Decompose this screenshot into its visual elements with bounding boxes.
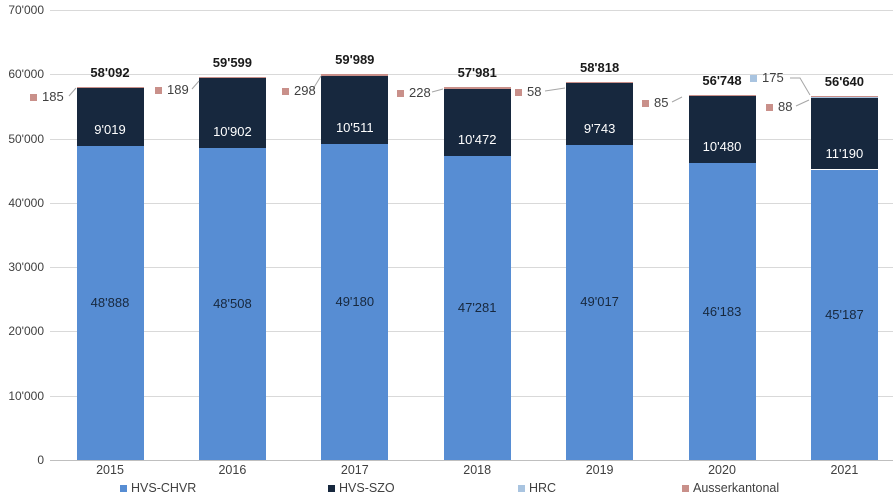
- gridline-60'000: [50, 74, 893, 76]
- callout-label-Ausserkantonal-2016: 189: [167, 82, 189, 97]
- segment-label-HVS-CHVR-2015: 48'888: [90, 294, 130, 310]
- y-axis-tick-label: 40'000: [8, 195, 44, 210]
- legend-label: Ausserkantonal: [693, 481, 780, 495]
- callout-marker-Ausserkantonal-2019: [515, 89, 522, 96]
- callout-label-Ausserkantonal-2018: 228: [409, 85, 431, 100]
- legend-item-Ausserkantonal[interactable]: Ausserkantonal: [682, 481, 779, 496]
- bar-segment-HVS-SZO-2015[interactable]: [76, 87, 144, 146]
- y-axis-tick-label: 20'000: [8, 324, 44, 339]
- bar-segment-HVS-CHVR-2019[interactable]: [566, 144, 634, 460]
- legend-item-HRC[interactable]: HRC: [518, 481, 556, 496]
- callout-label-HRC-2021: 175: [762, 70, 784, 85]
- callout-marker-Ausserkantonal-2021: [766, 104, 773, 111]
- legend-item-HVS-SZO[interactable]: HVS-SZO: [328, 481, 395, 496]
- callout-label-Ausserkantonal-2020: 85: [654, 95, 669, 110]
- gridline-70'000: [50, 10, 893, 11]
- x-axis-label-2017: 2017: [340, 463, 369, 477]
- bar-segment-HVS-CHVR-2017[interactable]: [321, 143, 389, 460]
- y-axis-tick-label: 60'000: [8, 67, 44, 82]
- bar-segment-HVS-CHVR-2020[interactable]: [688, 163, 756, 460]
- segment-label-HVS-SZO-2015: 9'019: [94, 121, 126, 137]
- total-label-2016: 59'599: [212, 54, 253, 70]
- callout-line-Ausserkantonal-2020: [671, 96, 683, 103]
- callout-marker-Ausserkantonal-2015: [30, 94, 37, 101]
- callout-label-Ausserkantonal-2015: 185: [42, 89, 64, 104]
- bar-segment-HVS-SZO-2021[interactable]: [810, 97, 878, 170]
- segment-label-HVS-CHVR-2021: 45'187: [825, 306, 864, 322]
- x-axis-label-2015: 2015: [96, 463, 124, 477]
- segment-label-HVS-CHVR-2017: 49'180: [335, 293, 375, 309]
- segment-label-HVS-SZO-2017: 10'511: [335, 119, 374, 135]
- total-label-2019: 58'818: [579, 59, 620, 75]
- x-axis-label-2016: 2016: [218, 463, 247, 477]
- bar-segment-Ausserkantonal-2015[interactable]: [76, 86, 144, 88]
- bar-segment-HRC-2021[interactable]: [810, 96, 878, 98]
- y-axis-tick-label: 50'000: [8, 131, 44, 146]
- bar-segment-HVS-CHVR-2021[interactable]: [810, 169, 878, 460]
- bar-segment-Ausserkantonal-2021[interactable]: [810, 95, 878, 97]
- bar-segment-Ausserkantonal-2016[interactable]: [198, 76, 266, 79]
- callout-label-Ausserkantonal-2017: 298: [294, 83, 316, 98]
- y-axis-tick-label: 70'000: [8, 3, 44, 17]
- bar-segment-Ausserkantonal-2017[interactable]: [321, 74, 389, 77]
- x-axis-label-2020: 2020: [708, 463, 736, 477]
- total-label-2021: 56'640: [824, 73, 865, 89]
- callout-marker-HRC-2021: [750, 75, 757, 82]
- callout-line-Ausserkantonal-2015: [68, 87, 77, 97]
- legend-label: HVS-SZO: [339, 481, 395, 495]
- x-axis-label-2021: 2021: [830, 463, 859, 477]
- segment-label-HVS-CHVR-2016: 48'508: [213, 296, 252, 312]
- legend-label: HRC: [529, 481, 557, 495]
- gridline-0: [50, 460, 893, 461]
- bar-segment-HVS-SZO-2016[interactable]: [198, 78, 266, 149]
- bar-segment-HVS-SZO-2017[interactable]: [321, 76, 389, 144]
- y-axis-tick-label: 30'000: [8, 260, 44, 275]
- bar-segment-Ausserkantonal-2018[interactable]: [443, 87, 511, 89]
- segment-label-HVS-SZO-2016: 10'902: [213, 124, 252, 140]
- total-label-2020: 56'748: [702, 73, 742, 89]
- legend-item-HVS-CHVR[interactable]: HVS-CHVR: [120, 481, 196, 496]
- segment-label-HVS-SZO-2019: 9'743: [583, 120, 616, 136]
- bar-segment-HVS-SZO-2018[interactable]: [443, 88, 511, 157]
- total-label-2018: 57'981: [457, 65, 497, 81]
- bar-segment-HVS-SZO-2020[interactable]: [688, 95, 756, 164]
- callout-line-Ausserkantonal-2019: [544, 87, 566, 92]
- bar-segment-HVS-CHVR-2018[interactable]: [443, 156, 511, 460]
- x-axis-label-2019: 2019: [585, 463, 614, 477]
- callout-line-Ausserkantonal-2021: [795, 99, 810, 107]
- segment-label-HVS-SZO-2020: 10'480: [702, 139, 742, 155]
- callout-marker-Ausserkantonal-2020: [642, 100, 649, 107]
- total-label-2015: 58'092: [90, 64, 130, 80]
- segment-label-HVS-CHVR-2020: 46'183: [702, 303, 742, 319]
- legend-swatch-icon: [328, 485, 335, 492]
- segment-label-HVS-CHVR-2018: 47'281: [457, 300, 497, 316]
- segment-label-HVS-SZO-2021: 11'190: [825, 145, 864, 161]
- callout-label-Ausserkantonal-2019: 58: [527, 84, 542, 99]
- bar-segment-HVS-CHVR-2016[interactable]: [198, 148, 266, 460]
- bar-segment-HVS-SZO-2019[interactable]: [566, 82, 634, 145]
- x-axis-label-2018: 2018: [463, 463, 492, 477]
- y-axis-tick-label: 0: [37, 453, 44, 467]
- callout-marker-Ausserkantonal-2017: [282, 88, 289, 95]
- legend-swatch-icon: [120, 485, 127, 492]
- callout-line-Ausserkantonal-2018: [431, 88, 444, 93]
- legend-swatch-icon: [682, 485, 689, 492]
- callout-marker-Ausserkantonal-2018: [397, 90, 404, 97]
- segment-label-HVS-SZO-2018: 10'472: [457, 132, 497, 148]
- callout-label-Ausserkantonal-2021: 88: [778, 99, 793, 114]
- bar-segment-Ausserkantonal-2020[interactable]: [688, 95, 756, 96]
- y-axis-tick-label: 10'000: [8, 388, 44, 403]
- bar-segment-HVS-CHVR-2015[interactable]: [76, 145, 144, 460]
- total-label-2017: 59'989: [335, 52, 375, 68]
- legend-label: HVS-CHVR: [131, 481, 197, 495]
- legend-swatch-icon: [518, 485, 525, 492]
- segment-label-HVS-CHVR-2019: 49'017: [580, 294, 619, 310]
- callout-marker-Ausserkantonal-2016: [155, 87, 162, 94]
